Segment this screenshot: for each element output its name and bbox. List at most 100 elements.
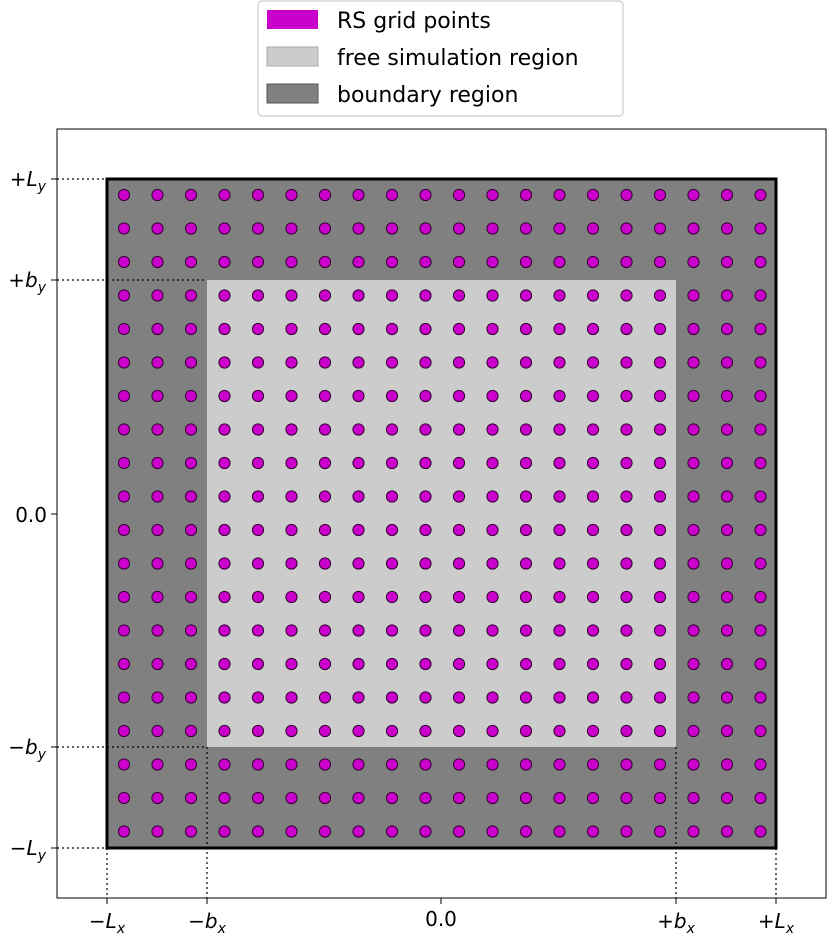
rs-grid-point [519, 222, 533, 235]
legend-label-free-region: free simulation region [337, 46, 579, 71]
rs-grid-point [620, 590, 633, 604]
rs-grid-point [687, 456, 700, 470]
rs-grid-point [486, 222, 499, 235]
rs-grid-point [653, 557, 667, 570]
rs-grid-point [385, 791, 399, 805]
rs-grid-point [285, 691, 298, 704]
rs-grid-point [218, 657, 231, 671]
rs-grid-point [218, 825, 231, 838]
rs-grid-point [285, 758, 298, 771]
rs-grid-point [720, 523, 734, 537]
rs-grid-point [687, 356, 700, 369]
rs-grid-point [620, 557, 633, 570]
rs-grid-point [385, 389, 399, 403]
rs-grid-point [620, 456, 633, 470]
rs-grid-point [754, 322, 767, 336]
rs-grid-point [318, 322, 332, 336]
rs-grid-point [151, 691, 164, 704]
rs-grid-point [218, 423, 231, 436]
rs-grid-point [519, 490, 533, 503]
rs-grid-point [486, 423, 499, 436]
rs-grid-point [117, 222, 131, 235]
rs-grid-point [553, 423, 566, 436]
rs-grid-point [687, 222, 700, 235]
rs-grid-point [519, 724, 533, 738]
rs-grid-point [519, 557, 533, 570]
rs-grid-point [352, 322, 365, 336]
rs-grid-point [720, 657, 734, 671]
rs-grid-point [553, 456, 566, 470]
rs-grid-point [218, 456, 231, 470]
rs-grid-point [452, 188, 466, 202]
rs-grid-point [184, 791, 198, 805]
rs-grid-point [419, 557, 432, 570]
rs-grid-point [653, 289, 667, 302]
rs-grid-point [251, 624, 265, 637]
rs-grid-point [151, 289, 164, 302]
rs-grid-point [452, 289, 466, 302]
rs-grid-point [218, 557, 231, 570]
rs-grid-point [117, 590, 131, 604]
rs-grid-point [151, 791, 164, 805]
rs-grid-point [519, 657, 533, 671]
rs-grid-point [553, 490, 566, 503]
rs-grid-point [754, 791, 767, 805]
rs-grid-point [553, 255, 566, 269]
domain-border [105, 177, 778, 850]
rs-grid-point [151, 423, 164, 436]
rs-grid-point [151, 456, 164, 470]
rs-grid-point [419, 523, 432, 537]
rs-grid-point [117, 523, 131, 537]
rs-grid-point [419, 825, 432, 838]
rs-grid-point [318, 724, 332, 738]
rs-grid-point [687, 691, 700, 704]
rs-grid-point [553, 758, 566, 771]
rs-grid-point [117, 490, 131, 503]
rs-grid-point [218, 490, 231, 503]
rs-grid-point [184, 825, 198, 838]
rs-grid-point [486, 758, 499, 771]
rs-grid-point [653, 624, 667, 637]
rs-grid-point [486, 356, 499, 369]
rs-grid-point [285, 490, 298, 503]
rs-grid-point [720, 758, 734, 771]
rs-grid-point [184, 255, 198, 269]
rs-grid-point [385, 557, 399, 570]
legend-swatch-free-region [266, 46, 319, 67]
rs-grid-point [586, 791, 600, 805]
rs-grid-point [452, 557, 466, 570]
rs-grid-point [586, 624, 600, 637]
rs-grid-point [586, 724, 600, 738]
rs-grid-point [653, 423, 667, 436]
rs-grid-point [218, 389, 231, 403]
rs-grid-point [251, 289, 265, 302]
rs-grid-point [419, 758, 432, 771]
rs-grid-point [385, 657, 399, 671]
rs-grid-point [318, 624, 332, 637]
rs-grid-point [151, 624, 164, 637]
rs-grid-point [184, 724, 198, 738]
rs-grid-point [285, 289, 298, 302]
rs-grid-point [184, 557, 198, 570]
rs-grid-point [754, 624, 767, 637]
rs-grid-point [620, 322, 633, 336]
rs-grid-point [687, 255, 700, 269]
rs-grid-point [720, 791, 734, 805]
rs-grid-point [653, 758, 667, 771]
rs-grid-point [653, 255, 667, 269]
rs-grid-point [486, 791, 499, 805]
rs-grid-point [653, 456, 667, 470]
rs-grid-point [419, 423, 432, 436]
rs-grid-point [184, 657, 198, 671]
y-tick-labels: +Ly +by 0.0 −by −Ly [8, 167, 47, 864]
xtick-label-plus-Lx: +Lx [758, 909, 795, 935]
rs-grid-point [117, 389, 131, 403]
rs-grid-point [352, 557, 365, 570]
rs-grid-point [218, 624, 231, 637]
rs-grid-point [184, 624, 198, 637]
rs-grid-point [117, 657, 131, 671]
rs-grid-point [419, 389, 432, 403]
rs-grid-point [519, 523, 533, 537]
rs-grid-point [218, 188, 231, 202]
rs-grid-point [486, 557, 499, 570]
